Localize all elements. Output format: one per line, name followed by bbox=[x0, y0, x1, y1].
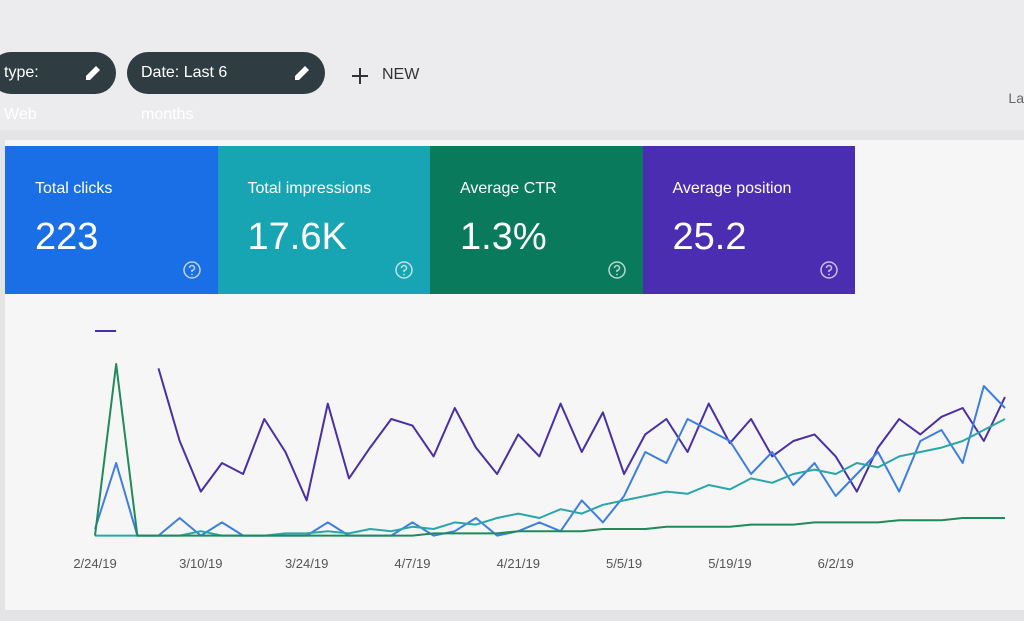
edit-icon bbox=[295, 66, 309, 80]
metric-label: Average position bbox=[672, 180, 792, 197]
help-icon[interactable] bbox=[819, 260, 839, 280]
series-line bbox=[95, 418, 1006, 537]
metric-cards: Total clicks 223 Total impressions 17.6K… bbox=[5, 146, 855, 294]
help-icon[interactable] bbox=[182, 260, 202, 280]
x-tick-label: 5/5/19 bbox=[606, 556, 642, 571]
x-tick-label: 6/2/19 bbox=[818, 556, 854, 571]
metric-value: 223 bbox=[35, 216, 99, 258]
toolbar: type: Web Date: Last 6 months NEW La bbox=[0, 0, 1024, 130]
x-tick-label: 5/19/19 bbox=[708, 556, 751, 571]
chart: 2/24/19 3/10/19 3/24/19 4/7/19 4/21/19 5/5/19… bbox=[73, 330, 1006, 571]
x-tick-label: 3/10/19 bbox=[179, 556, 222, 571]
metric-label: Average CTR bbox=[460, 180, 557, 197]
series-line bbox=[157, 368, 1006, 502]
series-line bbox=[94, 363, 1005, 537]
x-tick-label: 4/21/19 bbox=[497, 556, 540, 571]
chip-label: type: Web bbox=[4, 64, 39, 123]
chip-label: Date: Last 6 months bbox=[141, 64, 228, 123]
help-icon[interactable] bbox=[394, 260, 414, 280]
metric-label: Total clicks bbox=[35, 180, 113, 197]
new-button[interactable]: NEW bbox=[350, 66, 419, 84]
metric-label: Total impressions bbox=[247, 180, 372, 197]
edit-icon bbox=[86, 66, 100, 80]
help-icon[interactable] bbox=[607, 260, 627, 280]
filter-chip[interactable]: type: Web bbox=[0, 52, 116, 123]
x-tick-label: 4/7/19 bbox=[394, 556, 430, 571]
metric-value: 25.2 bbox=[672, 216, 747, 258]
new-label: NEW bbox=[382, 66, 420, 83]
metric-card[interactable]: Average CTR 1.3% bbox=[430, 146, 643, 294]
x-tick-label: 2/24/19 bbox=[73, 556, 116, 571]
metric-card[interactable]: Total impressions 17.6K bbox=[217, 146, 430, 294]
metric-value: 17.6K bbox=[247, 216, 347, 258]
plus-icon bbox=[352, 68, 368, 84]
metric-card[interactable]: Average position 25.2 bbox=[642, 146, 855, 294]
filter-chip[interactable]: Date: Last 6 months bbox=[127, 52, 325, 123]
cut-text: La bbox=[1008, 90, 1024, 106]
metric-value: 1.3% bbox=[460, 216, 547, 258]
x-tick-label: 3/24/19 bbox=[285, 556, 328, 571]
metric-card[interactable]: Total clicks 223 bbox=[5, 146, 218, 294]
